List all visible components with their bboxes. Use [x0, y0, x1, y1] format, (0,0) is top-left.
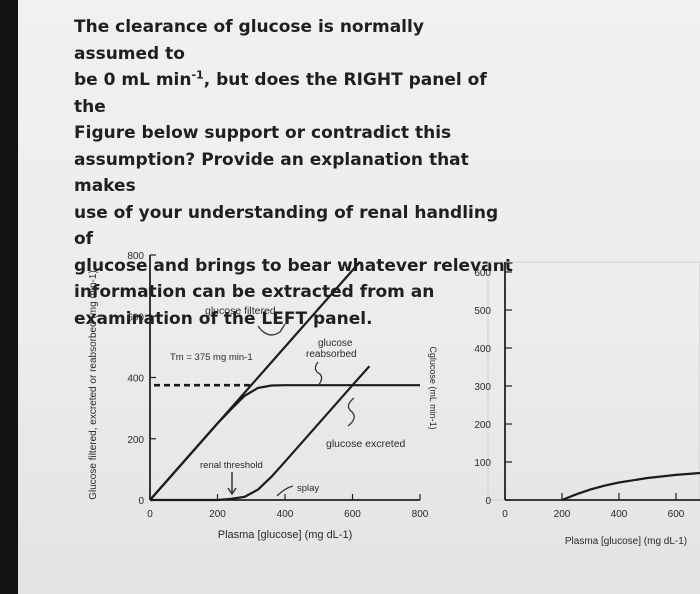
right-y-tick-label: 400 [474, 344, 491, 355]
question-line-3: Figure below support or contradict this [74, 123, 452, 143]
right-y-tick-label: 100 [474, 458, 491, 469]
question-line-8: examination of the LEFT panel. [74, 308, 373, 329]
question-line-2a: be 0 mL min [74, 70, 192, 90]
right-x-tick-label: 200 [554, 509, 571, 520]
question-line-7: information can be extracted from an [74, 282, 435, 302]
right-panel: 0 100 200 300 400 500 600 0 200 400 600 Cglucose … [428, 262, 700, 547]
left-y-tick-label: 800 [127, 251, 144, 262]
label-glucose-filtered: glucose filtered [205, 305, 276, 317]
arrow-reabsorbed [314, 361, 323, 387]
left-y-tick-label: 0 [138, 496, 144, 507]
right-y-ticks: 0 100 200 300 400 500 600 [474, 268, 512, 507]
question-text: The clearance of glucose is normally ass… [74, 14, 514, 332]
right-x-tick-label: 0 [502, 509, 508, 520]
right-y-tick-label: 0 [485, 496, 491, 507]
question-line-5: use of your understanding of renal handl… [74, 202, 499, 250]
right-x-tick-label: 400 [611, 509, 628, 520]
right-y-tick-label: 200 [474, 420, 491, 431]
left-y-tick-label: 200 [127, 435, 144, 446]
left-x-tick-label: 800 [412, 509, 429, 520]
series-glucose-clearance [561, 471, 700, 502]
left-y-ticks: 0 200 400 600 800 [127, 251, 156, 507]
label-renal-threshold: renal threshold [200, 460, 263, 471]
left-x-tick-label: 0 [147, 509, 153, 520]
question-line-4: assumption? Provide an explanation that … [74, 149, 469, 197]
left-panel: 0 200 400 600 800 0 200 400 600 800 Glucose filt… [88, 251, 429, 541]
left-x-ticks: 0 200 400 600 800 [147, 494, 429, 520]
left-y-tick-label: 600 [127, 312, 144, 323]
right-panel-frame [487, 261, 700, 501]
right-x-axis-label: Plasma [glucose] (mg dL-1) [565, 536, 687, 547]
question-superscript: -1 [191, 68, 204, 82]
right-x-ticks: 0 200 400 600 [502, 493, 685, 520]
arrow-excreted [347, 397, 355, 427]
arrow-splay [276, 485, 294, 497]
series-glucose-reabsorbed [149, 384, 420, 501]
series-glucose-excreted [150, 365, 371, 502]
left-x-tick-label: 400 [277, 509, 294, 520]
arrow-filtered [257, 323, 286, 336]
question-line-6: glucose and brings to bear whatever rele… [74, 255, 513, 276]
question-line-1: The clearance of glucose is normally ass… [74, 17, 424, 64]
right-y-tick-label: 300 [474, 382, 491, 393]
left-y-tick-label: 400 [127, 374, 144, 385]
left-x-tick-label: 200 [209, 509, 226, 520]
question-line-2b: , but does the RIGHT panel of the [74, 70, 487, 117]
label-glucose-reabsorbed: glucose reabsorbed [306, 338, 357, 360]
left-x-tick-label: 600 [344, 509, 361, 520]
right-x-tick-label: 600 [668, 509, 685, 520]
right-y-axis-label: Cglucose (mL min-1) [428, 346, 438, 429]
right-y-tick-label: 500 [474, 306, 491, 317]
left-y-axis-label: Glucose filtered, excreted or reabsorbed… [88, 270, 99, 500]
label-splay: splay [297, 483, 319, 494]
arrowhead-renal-threshold [227, 487, 237, 496]
right-y-tick-label: 600 [474, 268, 491, 279]
label-tm: Tm = 375 mg min-1 [170, 352, 253, 363]
left-x-axis-label: Plasma [glucose] (mg dL-1) [218, 529, 353, 541]
photo-dark-edge [0, 0, 18, 594]
label-glucose-excreted: glucose excreted [326, 438, 406, 450]
